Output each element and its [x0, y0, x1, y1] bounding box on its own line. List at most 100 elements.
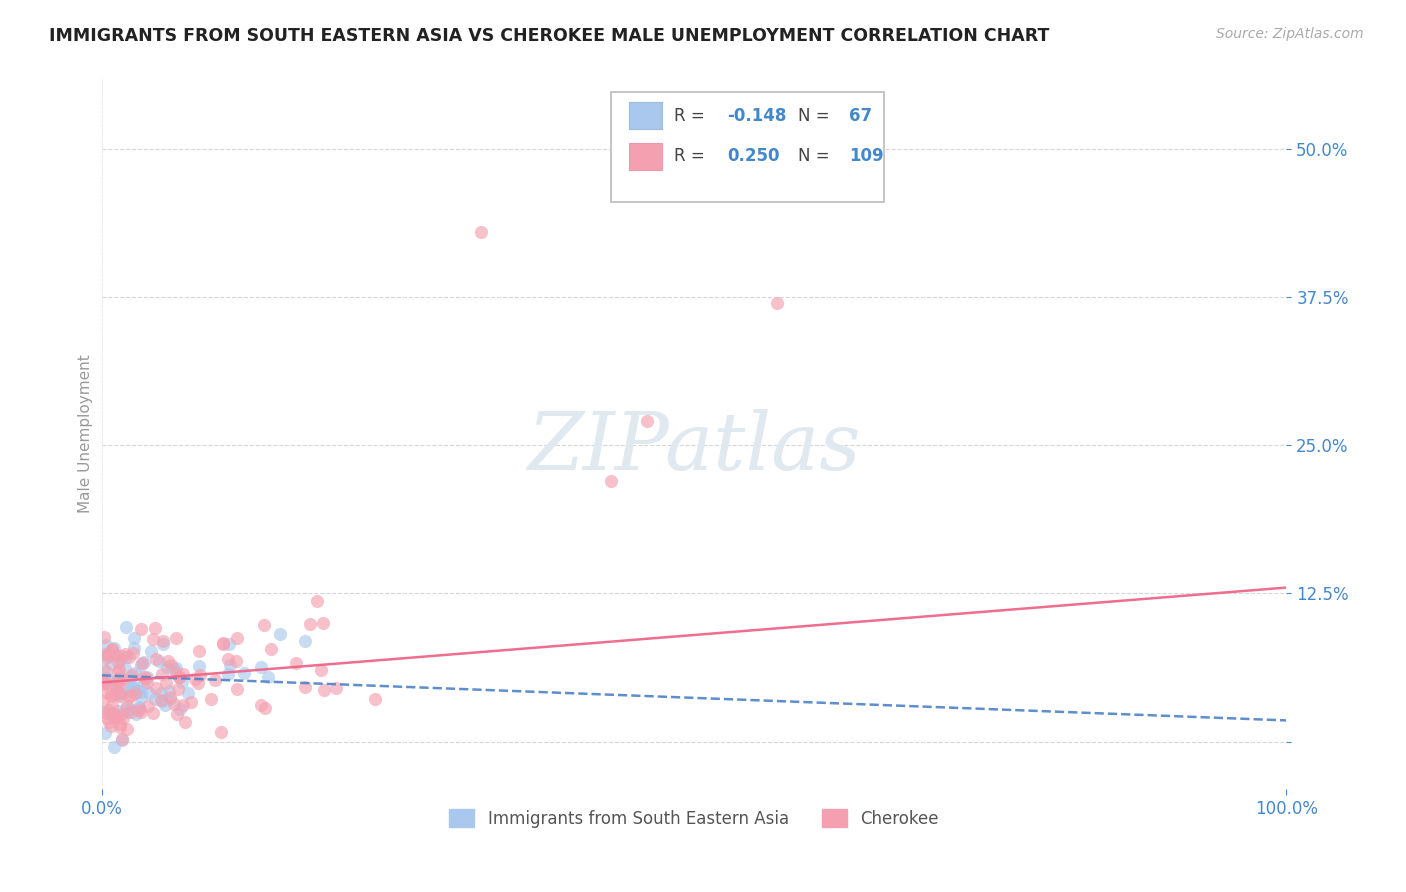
Point	[108, 721, 131, 735]
Point	[97, 703, 120, 717]
Point	[157, 654, 180, 668]
Point	[129, 658, 152, 673]
Point	[128, 700, 150, 714]
Point	[101, 689, 124, 703]
Point	[108, 686, 131, 700]
Point	[150, 666, 173, 681]
Point	[159, 692, 181, 706]
Point	[115, 723, 138, 737]
Point	[110, 686, 132, 700]
Point	[217, 667, 239, 681]
Point	[159, 690, 181, 704]
Point	[97, 647, 120, 661]
Point	[212, 637, 235, 651]
Point	[184, 672, 207, 686]
Point	[136, 699, 159, 714]
Point	[93, 647, 115, 661]
Point	[177, 686, 200, 700]
Point	[114, 660, 136, 674]
Point	[172, 675, 194, 690]
Point	[209, 725, 232, 739]
Point	[111, 732, 134, 747]
Point	[93, 674, 115, 689]
Point	[127, 684, 149, 698]
Point	[187, 658, 209, 673]
Point	[166, 706, 188, 721]
Point	[150, 694, 173, 708]
Point	[149, 686, 172, 700]
Point	[256, 670, 278, 684]
Point	[97, 686, 120, 700]
Point	[131, 657, 153, 671]
Point	[165, 660, 187, 674]
Point	[124, 680, 146, 694]
Text: 109: 109	[849, 147, 884, 165]
Point	[108, 688, 131, 702]
Point	[124, 665, 146, 680]
Point	[96, 676, 118, 690]
Point	[94, 638, 117, 652]
Point	[138, 686, 160, 700]
Point	[145, 651, 167, 665]
Point	[122, 631, 145, 645]
Point	[111, 711, 134, 725]
Legend: Immigrants from South Eastern Asia, Cherokee: Immigrants from South Eastern Asia, Cher…	[443, 803, 945, 834]
Point	[174, 714, 197, 729]
Point	[135, 675, 157, 690]
Point	[188, 644, 211, 658]
Point	[111, 672, 134, 686]
Point	[172, 698, 194, 713]
Point	[115, 705, 138, 719]
Point	[120, 677, 142, 691]
Point	[160, 657, 183, 672]
Bar	[628, 103, 662, 129]
Point	[120, 705, 142, 719]
Point	[115, 701, 138, 715]
Point	[96, 647, 118, 661]
Point	[121, 667, 143, 681]
Point	[250, 698, 273, 712]
Point	[152, 636, 174, 650]
Point	[152, 633, 174, 648]
Point	[104, 674, 127, 689]
Point	[188, 667, 211, 681]
Point	[105, 648, 128, 663]
Point	[110, 707, 132, 722]
Point	[101, 641, 124, 656]
Point	[136, 670, 159, 684]
Point	[143, 692, 166, 706]
Point	[100, 687, 122, 701]
Point	[172, 667, 194, 681]
Point	[212, 635, 235, 649]
Point	[98, 714, 121, 729]
Point	[94, 726, 117, 740]
Point	[104, 709, 127, 723]
Point	[129, 685, 152, 699]
Point	[108, 662, 131, 676]
Point	[149, 693, 172, 707]
Point	[118, 649, 141, 664]
Point	[225, 654, 247, 668]
Point	[108, 652, 131, 666]
Point	[253, 701, 276, 715]
Point	[128, 703, 150, 717]
Point	[155, 675, 177, 690]
Point	[163, 663, 186, 677]
Point	[156, 659, 179, 673]
Point	[169, 701, 191, 715]
Point	[100, 706, 122, 721]
Point	[766, 296, 789, 310]
Point	[98, 673, 121, 687]
Point	[107, 674, 129, 689]
Point	[105, 708, 128, 723]
Point	[91, 673, 114, 688]
Point	[108, 679, 131, 693]
Point	[96, 706, 118, 721]
Point	[129, 705, 152, 719]
Point	[108, 717, 131, 731]
Point	[204, 673, 226, 688]
Point	[157, 684, 180, 698]
Point	[284, 656, 307, 670]
Point	[233, 665, 256, 680]
Point	[118, 689, 141, 703]
